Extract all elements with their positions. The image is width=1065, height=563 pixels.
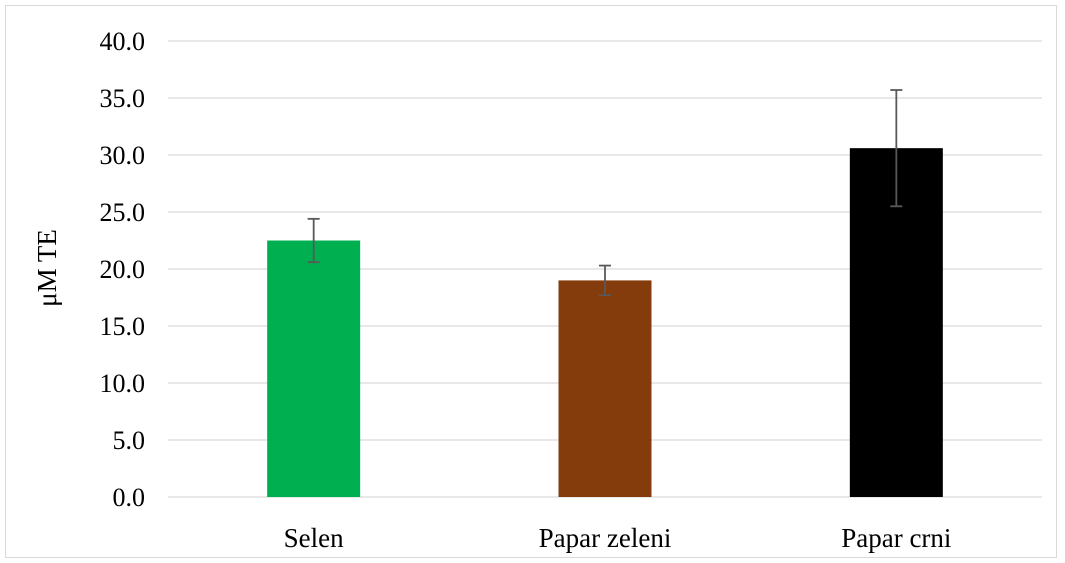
y-tick-label: 30.0 <box>100 141 146 170</box>
y-tick-label: 10.0 <box>100 369 146 398</box>
y-tick-label: 0.0 <box>113 483 146 512</box>
x-category-label: Papar crni <box>841 523 951 553</box>
y-tick-label: 15.0 <box>100 312 146 341</box>
bar <box>267 240 361 497</box>
x-axis-categories: Selen Papar zeleni Papar crni <box>284 523 952 553</box>
y-tick-label: 25.0 <box>100 198 146 227</box>
x-category-label: Selen <box>284 523 344 553</box>
error-bar <box>599 264 611 297</box>
y-tick-label: 20.0 <box>100 255 146 284</box>
y-axis-label: μM TE <box>32 229 62 307</box>
bars <box>267 148 943 497</box>
y-axis-ticks: 0.0 5.0 10.0 15.0 20.0 25.0 30.0 35.0 40.0 <box>100 27 146 512</box>
x-category-label: Papar zeleni <box>539 523 672 553</box>
error-bar <box>890 89 903 208</box>
error-bars <box>307 89 903 297</box>
y-tick-label: 40.0 <box>100 27 146 56</box>
y-tick-label: 5.0 <box>113 426 146 455</box>
y-tick-label: 35.0 <box>100 84 146 113</box>
bar <box>558 280 652 497</box>
error-bar <box>307 217 320 264</box>
